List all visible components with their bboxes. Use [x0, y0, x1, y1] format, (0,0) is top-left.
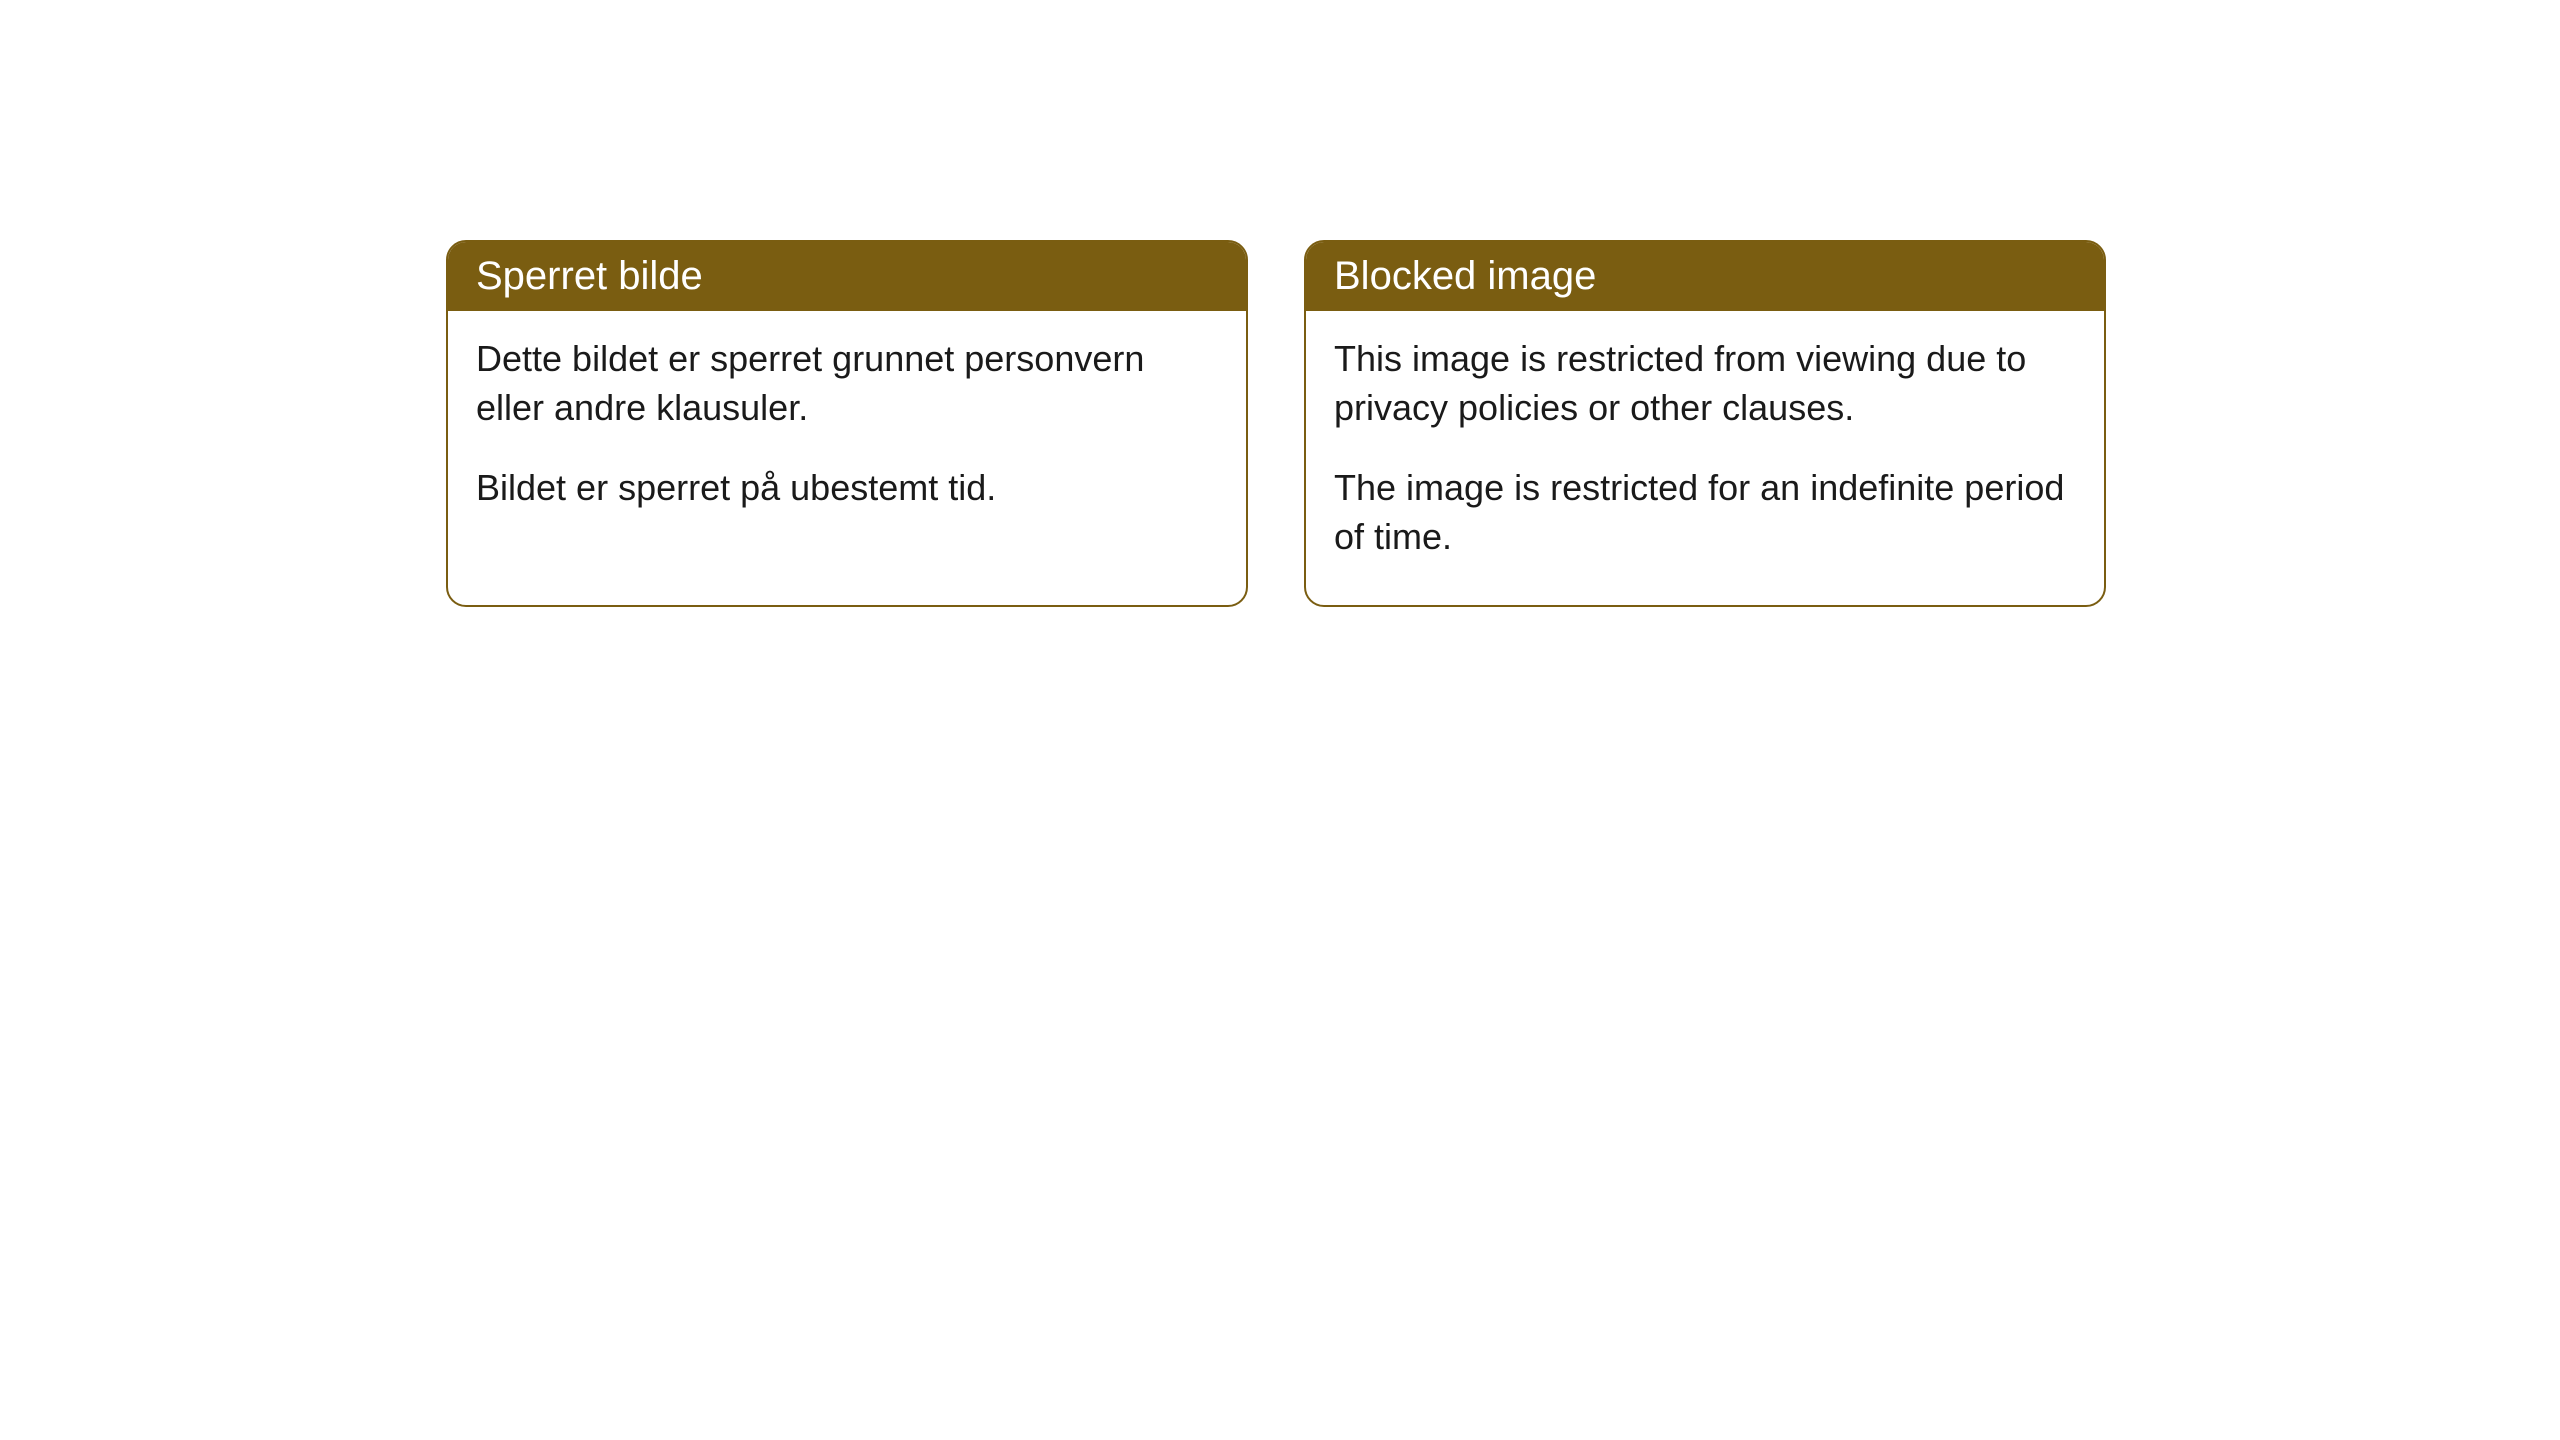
card-title-no: Sperret bilde: [476, 254, 703, 298]
card-title-en: Blocked image: [1334, 254, 1596, 298]
card-para2-no: Bildet er sperret på ubestemt tid.: [476, 464, 1218, 513]
card-header-en: Blocked image: [1306, 242, 2104, 311]
card-body-no: Dette bildet er sperret grunnet personve…: [448, 311, 1246, 557]
cards-container: Sperret bilde Dette bildet er sperret gr…: [0, 0, 2560, 607]
card-header-no: Sperret bilde: [448, 242, 1246, 311]
card-para1-no: Dette bildet er sperret grunnet personve…: [476, 335, 1218, 432]
card-para1-en: This image is restricted from viewing du…: [1334, 335, 2076, 432]
blocked-image-card-no: Sperret bilde Dette bildet er sperret gr…: [446, 240, 1248, 607]
card-para2-en: The image is restricted for an indefinit…: [1334, 464, 2076, 561]
blocked-image-card-en: Blocked image This image is restricted f…: [1304, 240, 2106, 607]
card-body-en: This image is restricted from viewing du…: [1306, 311, 2104, 605]
